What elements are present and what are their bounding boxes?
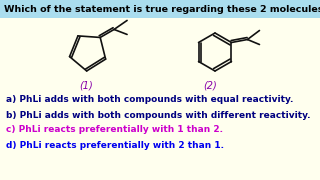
Text: a) PhLi adds with both compounds with equal reactivity.: a) PhLi adds with both compounds with eq… — [6, 96, 293, 105]
Text: Which of the statement is true regarding these 2 molecules?: Which of the statement is true regarding… — [4, 4, 320, 14]
Text: (1): (1) — [79, 80, 93, 90]
Text: d) PhLi reacts preferentially with 2 than 1.: d) PhLi reacts preferentially with 2 tha… — [6, 141, 224, 150]
Text: c) PhLi reacts preferentially with 1 than 2.: c) PhLi reacts preferentially with 1 tha… — [6, 125, 223, 134]
Text: (2): (2) — [203, 80, 217, 90]
Text: b) PhLi adds with both compounds with different reactivity.: b) PhLi adds with both compounds with di… — [6, 111, 310, 120]
FancyBboxPatch shape — [0, 0, 320, 18]
